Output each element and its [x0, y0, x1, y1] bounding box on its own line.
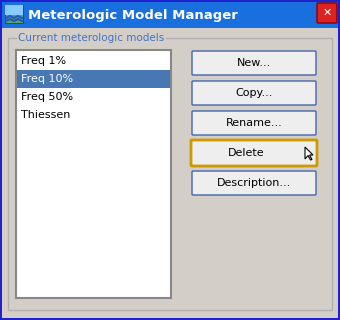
FancyBboxPatch shape	[192, 111, 316, 135]
Text: Thiessen: Thiessen	[21, 110, 70, 120]
Polygon shape	[305, 147, 313, 160]
FancyBboxPatch shape	[8, 38, 332, 310]
FancyBboxPatch shape	[2, 2, 338, 28]
Text: Description...: Description...	[217, 178, 291, 188]
Text: New...: New...	[237, 58, 271, 68]
FancyBboxPatch shape	[192, 171, 316, 195]
Text: Freq 10%: Freq 10%	[21, 74, 73, 84]
Text: Meterologic Model Manager: Meterologic Model Manager	[28, 9, 238, 21]
FancyBboxPatch shape	[16, 50, 171, 298]
FancyBboxPatch shape	[2, 28, 338, 318]
FancyBboxPatch shape	[5, 5, 23, 23]
Text: ✕: ✕	[322, 8, 332, 18]
FancyBboxPatch shape	[191, 140, 317, 166]
Text: Copy...: Copy...	[235, 88, 273, 98]
FancyBboxPatch shape	[17, 70, 170, 88]
Text: Current meterologic models: Current meterologic models	[18, 33, 164, 43]
FancyBboxPatch shape	[5, 5, 23, 15]
FancyBboxPatch shape	[192, 81, 316, 105]
Text: Freq 50%: Freq 50%	[21, 92, 73, 102]
Text: Freq 1%: Freq 1%	[21, 56, 66, 66]
Text: Rename...: Rename...	[226, 118, 283, 128]
FancyBboxPatch shape	[192, 51, 316, 75]
FancyBboxPatch shape	[317, 3, 337, 23]
Text: Delete: Delete	[228, 148, 264, 158]
